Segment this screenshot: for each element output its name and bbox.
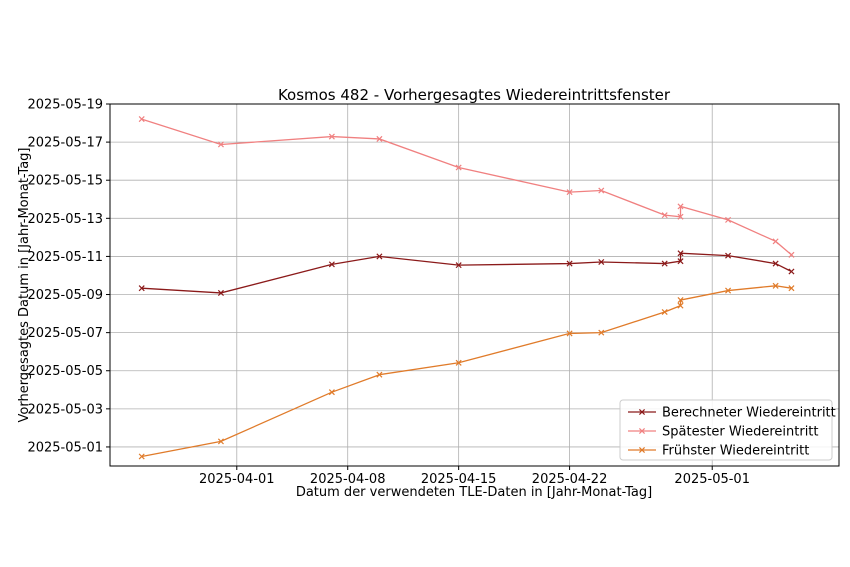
data-point xyxy=(598,187,605,194)
data-point xyxy=(661,260,668,267)
x-tick-label: 2025-04-22 xyxy=(532,472,608,487)
y-tick-label: 2025-05-03 xyxy=(27,402,103,417)
y-tick-label: 2025-05-11 xyxy=(27,250,103,265)
data-point xyxy=(677,302,684,309)
plot-area-frame xyxy=(109,103,840,467)
data-point xyxy=(788,285,795,292)
data-point xyxy=(677,203,684,210)
y-tick-label: 2025-05-09 xyxy=(27,288,103,303)
data-point xyxy=(772,282,779,289)
legend-label: Berechneter Wiedereintritt xyxy=(662,406,836,421)
y-tick-label: 2025-05-15 xyxy=(27,174,103,189)
legend-marker xyxy=(638,446,646,454)
data-point xyxy=(677,213,684,220)
data-point xyxy=(677,297,684,304)
data-point xyxy=(677,250,684,257)
data-point xyxy=(725,287,732,294)
data-point xyxy=(328,133,335,140)
y-tick-label: 2025-05-13 xyxy=(27,212,103,227)
series-line xyxy=(141,118,792,256)
y-axis-label: Vorhergesagtes Datum in [Jahr-Monat-Tag] xyxy=(17,147,32,422)
data-point xyxy=(328,261,335,268)
data-point xyxy=(455,164,462,171)
x-tick-label: 2025-04-08 xyxy=(310,472,386,487)
legend-label: Spätester Wiedereintritt xyxy=(662,425,819,440)
data-point xyxy=(566,330,573,337)
data-point xyxy=(376,135,383,142)
y-tick-label: 2025-05-01 xyxy=(27,440,103,455)
data-point xyxy=(725,216,732,223)
series-2 xyxy=(138,116,795,258)
y-tick-label: 2025-05-05 xyxy=(27,364,103,379)
data-point xyxy=(376,253,383,260)
y-axis: 2025-05-01 2025-05-03 2025-05-05 2025-05-07… xyxy=(27,98,110,455)
data-point xyxy=(138,116,145,123)
data-point xyxy=(661,212,668,219)
data-point xyxy=(661,308,668,316)
data-point xyxy=(138,453,145,460)
data-point xyxy=(788,268,795,275)
legend-box xyxy=(619,399,833,461)
data-point xyxy=(598,258,605,266)
y-tick-label: 2025-05-19 xyxy=(27,98,103,113)
x-tick-label: 2025-04-01 xyxy=(199,472,275,487)
legend-marker xyxy=(638,427,646,435)
x-tick-label: 2025-04-15 xyxy=(421,472,497,487)
x-tick-label: 2025-05-01 xyxy=(674,472,750,487)
legend-label: Frühster Wiedereintritt xyxy=(662,444,809,459)
x-axis: 2025-04-01 2025-04-08 2025-04-15 2025-04-22… xyxy=(199,466,750,487)
data-point xyxy=(217,141,224,148)
data-point xyxy=(217,438,224,445)
series-line xyxy=(141,252,792,294)
legend-marker xyxy=(638,408,646,416)
data-point xyxy=(217,289,224,296)
data-point xyxy=(788,251,795,258)
series-group xyxy=(138,116,795,460)
data-point xyxy=(376,371,383,378)
chart-title: Kosmos 482 - Vorhergesagtes Wiedereintri… xyxy=(278,86,671,104)
data-point xyxy=(455,359,462,366)
data-point xyxy=(455,262,462,269)
data-point xyxy=(566,260,573,267)
x-axis-label: Datum der verwendeten TLE-Daten in [Jahr… xyxy=(296,485,652,500)
y-tick-label: 2025-05-17 xyxy=(27,136,103,151)
data-point xyxy=(598,329,605,336)
y-tick-label: 2025-05-07 xyxy=(27,326,103,341)
data-point xyxy=(725,252,732,259)
data-point xyxy=(328,389,335,396)
data-point xyxy=(772,260,779,267)
series-1 xyxy=(138,250,795,296)
data-point xyxy=(772,238,779,245)
grid xyxy=(110,103,839,466)
legend: Berechneter Wiedereintritt Spätester Wied… xyxy=(619,399,836,461)
data-point xyxy=(138,285,145,292)
data-point xyxy=(566,189,573,196)
series-3 xyxy=(138,282,795,460)
data-point xyxy=(677,258,684,265)
